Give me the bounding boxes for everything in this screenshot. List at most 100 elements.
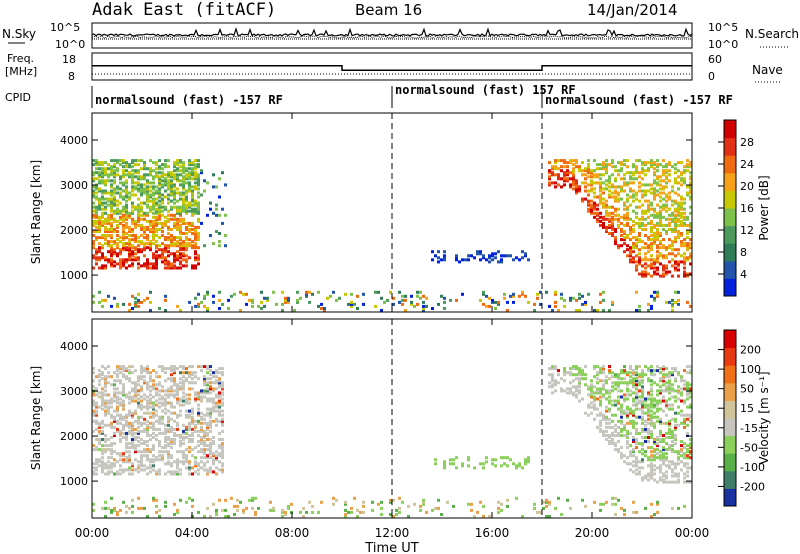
echo-cell xyxy=(671,367,674,371)
echo-cell xyxy=(662,165,665,169)
echo-cell xyxy=(158,179,161,183)
echo-cell xyxy=(146,238,149,242)
echo-cell xyxy=(650,219,653,223)
echo-cell xyxy=(686,217,689,221)
echo-cell xyxy=(506,309,509,312)
echo-cell xyxy=(182,454,185,458)
echo-cell xyxy=(578,399,581,403)
echo-cell xyxy=(152,203,155,207)
echo-cell xyxy=(554,304,557,308)
echo-cell xyxy=(638,399,641,403)
echo-cell xyxy=(545,504,548,508)
echo-cell xyxy=(107,399,110,403)
echo-cell xyxy=(650,165,653,169)
echo-cell xyxy=(167,450,170,454)
echo-cell xyxy=(332,502,335,506)
echo-cell xyxy=(620,230,623,233)
echo-cell xyxy=(632,219,635,223)
echo-cell xyxy=(647,436,650,439)
echo-cell xyxy=(638,240,641,244)
echo-cell xyxy=(632,250,635,254)
echo-cell xyxy=(632,464,635,468)
echo-cell xyxy=(443,460,446,464)
echo-cell xyxy=(593,207,596,211)
echo-cell xyxy=(686,163,689,167)
echo-cell xyxy=(167,456,170,460)
echo-cell xyxy=(605,381,608,385)
echo-cell xyxy=(149,248,152,252)
echo-cell xyxy=(629,379,632,383)
echo-cell xyxy=(668,217,671,221)
echo-cell xyxy=(185,175,188,179)
echo-cell xyxy=(92,223,95,227)
echo-cell xyxy=(107,460,110,464)
echo-cell xyxy=(113,189,116,193)
echo-cell xyxy=(125,232,128,235)
echo-cell xyxy=(641,411,644,415)
echo-cell xyxy=(143,244,146,248)
echo-cell xyxy=(662,399,665,403)
echo-cell xyxy=(221,373,224,377)
echo-cell xyxy=(107,217,110,221)
echo-cell xyxy=(182,383,185,387)
echo-cell xyxy=(203,462,206,466)
echo-cell xyxy=(110,464,113,468)
echo-cell xyxy=(440,513,443,516)
echo-cell xyxy=(161,365,164,369)
echo-cell xyxy=(215,508,218,512)
echo-cell xyxy=(179,450,182,454)
echo-cell xyxy=(143,393,146,397)
echo-cell xyxy=(626,223,629,227)
echo-cell xyxy=(644,223,647,227)
echo-cell xyxy=(137,401,140,405)
echo-cell xyxy=(113,450,116,454)
echo-cell xyxy=(641,167,644,171)
echo-cell xyxy=(611,215,614,219)
echo-cell xyxy=(92,193,95,197)
echo-cell xyxy=(677,211,680,215)
y-tick-label: 2000 xyxy=(60,224,88,237)
echo-cell xyxy=(680,421,683,425)
echo-cell xyxy=(689,225,692,229)
echo-cell xyxy=(176,421,179,425)
echo-cell xyxy=(140,240,143,244)
echo-cell xyxy=(161,171,164,175)
echo-cell xyxy=(182,431,185,435)
echo-cell xyxy=(167,266,170,270)
echo-cell xyxy=(512,300,515,304)
echo-cell xyxy=(125,189,128,193)
echo-cell xyxy=(674,219,677,223)
echo-cell xyxy=(689,413,692,417)
echo-cell xyxy=(185,211,188,215)
echo-cell xyxy=(203,244,206,248)
echo-cell xyxy=(650,244,653,248)
echo-cell xyxy=(149,209,152,213)
echo-cell xyxy=(164,429,167,433)
echo-cell xyxy=(215,409,218,413)
echo-cell xyxy=(659,221,662,225)
echo-cell xyxy=(656,232,659,235)
echo-cell xyxy=(173,191,176,195)
echo-cell xyxy=(188,466,191,470)
echo-cell xyxy=(179,193,182,197)
echo-cell xyxy=(551,309,554,312)
echo-cell xyxy=(617,498,620,502)
echo-cell xyxy=(197,191,200,195)
echo-cell xyxy=(203,381,206,385)
echo-cell xyxy=(143,183,146,187)
echo-cell xyxy=(152,421,155,425)
echo-cell xyxy=(107,230,110,233)
echo-cell xyxy=(659,440,662,443)
echo-cell xyxy=(179,365,182,369)
echo-cell xyxy=(611,403,614,407)
echo-cell xyxy=(227,298,230,302)
echo-cell xyxy=(116,238,119,242)
echo-cell xyxy=(188,185,191,189)
echo-cell xyxy=(170,262,173,266)
echo-cell xyxy=(128,401,131,405)
echo-cell xyxy=(377,502,380,506)
echo-cell xyxy=(608,407,611,411)
echo-cell xyxy=(416,302,419,306)
echo-cell xyxy=(629,217,632,221)
echo-cell xyxy=(155,266,158,270)
